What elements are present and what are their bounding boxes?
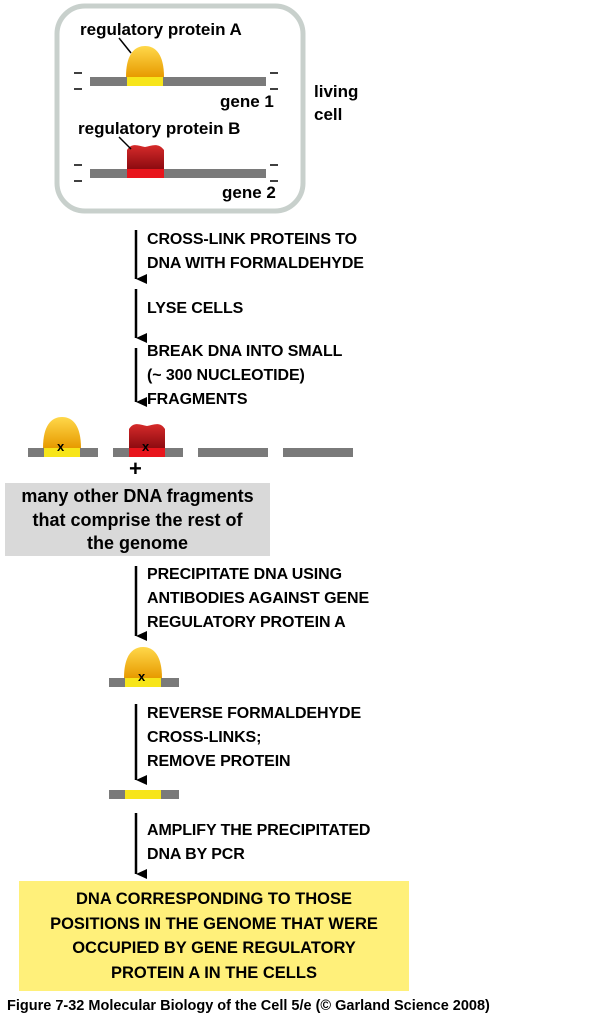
step-reverse-crosslinks-line2: CROSS-LINKS;	[147, 729, 262, 746]
living-cell-label: living cell	[314, 80, 358, 126]
protein-b-pointer-line	[118, 136, 132, 150]
fragment-plain-1	[198, 448, 268, 457]
step-cross-link-line1: CROSS-LINK PROTEINS TO	[147, 231, 357, 248]
step-break-dna-line2: (~ 300 NUCLEOTIDE)	[147, 367, 305, 384]
living-cell-outline	[54, 3, 306, 214]
crosslink-x-mark: x	[142, 439, 150, 454]
step-reverse-crosslinks-line1: REVERSE FORMALDEHYDE	[147, 705, 362, 722]
step-precipitate-line2: ANTIBODIES AGAINST GENE	[147, 590, 370, 607]
step-precipitate-line1: PRECIPITATE DNA USING	[147, 566, 342, 583]
step-lyse-cells-line1: LYSE CELLS	[147, 300, 244, 317]
step-cross-link: CROSS-LINK PROTEINS TO DNA WITH FORMALDE…	[147, 228, 364, 276]
regulatory-protein-a-label: regulatory protein A	[80, 20, 242, 39]
other-fragments-line3: the genome	[86, 533, 188, 553]
regulatory-protein-b-label: regulatory protein B	[78, 119, 241, 138]
plus-sign: +	[129, 456, 142, 481]
result-line4: PROTEIN A IN THE CELLS	[111, 963, 317, 982]
step-precipitate-line3: REGULATORY PROTEIN A	[147, 614, 346, 631]
step-amplify-pcr: AMPLIFY THE PRECIPITATED DNA BY PCR	[147, 819, 370, 867]
protein-a-pointer-line	[118, 37, 132, 54]
step-precipitate: PRECIPITATE DNA USING ANTIBODIES AGAINST…	[147, 563, 369, 635]
crosslink-x-mark: x	[138, 669, 146, 684]
result-line3: OCCUPIED BY GENE REGULATORY	[72, 939, 356, 957]
gene-1-dna	[74, 72, 278, 90]
step-amplify-pcr-line1: AMPLIFY THE PRECIPITATED	[147, 822, 371, 839]
result-line1: DNA CORRESPONDING TO THOSE	[76, 890, 352, 908]
gene-2-label: gene 2	[222, 183, 276, 202]
step-amplify-pcr-line2: DNA BY PCR	[147, 846, 245, 863]
step-reverse-crosslinks-line3: REMOVE PROTEIN	[147, 753, 291, 770]
released-dna-fragment	[109, 790, 179, 799]
step-cross-link-line2: DNA WITH FORMALDEHYDE	[147, 255, 364, 272]
living-cell-label-line2: cell	[314, 105, 343, 124]
gene-1-label: gene 1	[220, 92, 274, 111]
other-fragments-line1: many other DNA fragments	[21, 486, 254, 506]
fragment-plain-2	[283, 448, 353, 457]
precipitated-fragment	[109, 647, 179, 687]
other-fragments-line2: that comprise the rest of	[32, 509, 243, 530]
result-box: DNA CORRESPONDING TO THOSE POSITIONS IN …	[19, 881, 409, 991]
step-break-dna: BREAK DNA INTO SMALL (~ 300 NUCLEOTIDE) …	[147, 340, 342, 412]
step-break-dna-line3: FRAGMENTS	[147, 391, 248, 408]
step-reverse-crosslinks: REVERSE FORMALDEHYDE CROSS-LINKS; REMOVE…	[147, 702, 361, 774]
other-fragments-box: many other DNA fragments that comprise t…	[5, 483, 270, 556]
regulatory-protein-a-shape	[126, 46, 164, 77]
fragment-protein-b	[113, 424, 183, 457]
fragment-protein-a	[28, 417, 98, 457]
crosslink-x-mark: x	[57, 439, 65, 454]
result-line2: POSITIONS IN THE GENOME THAT WERE	[50, 914, 378, 933]
gene-2-dna	[74, 164, 278, 182]
figure-caption: Figure 7-32 Molecular Biology of the Cel…	[7, 998, 490, 1014]
living-cell-label-line1: living	[314, 82, 359, 101]
step-break-dna-line1: BREAK DNA INTO SMALL	[147, 343, 343, 360]
regulatory-protein-b-shape	[127, 145, 164, 169]
step-lyse-cells: LYSE CELLS	[147, 297, 243, 321]
